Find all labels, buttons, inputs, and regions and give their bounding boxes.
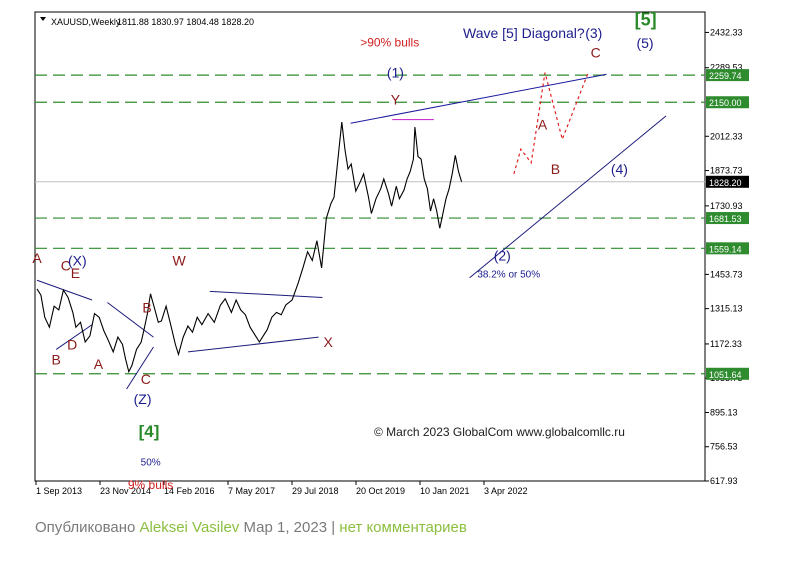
wave-label: (Z) xyxy=(134,391,152,407)
level-label: 1681.53 xyxy=(709,214,742,224)
current-price-tag xyxy=(706,175,749,188)
x-tick-label: 20 Oct 2019 xyxy=(356,486,405,496)
level-tag xyxy=(706,367,749,380)
wave-label: B xyxy=(142,299,151,315)
wave-label: Y xyxy=(391,92,401,108)
x-tick-label: 10 Jan 2021 xyxy=(420,486,470,496)
trend-line xyxy=(55,324,93,350)
comments-link[interactable]: нет комментариев xyxy=(339,519,467,536)
level-label: 2150.00 xyxy=(709,98,742,108)
ohlc-values: 1811.88 1830.97 1804.48 1828.20 xyxy=(117,17,254,27)
wave-label: B xyxy=(551,161,560,177)
y-tick-label: 895.13 xyxy=(710,407,738,417)
x-tick-label: 14 Feb 2016 xyxy=(164,486,215,496)
y-tick-label: 1730.93 xyxy=(710,201,743,211)
wave-label: (2) xyxy=(494,247,511,263)
level-tag xyxy=(706,242,749,255)
trend-line xyxy=(469,115,667,279)
wave-label: (5) xyxy=(636,35,653,51)
collapse-arrow-icon[interactable] xyxy=(40,17,46,21)
wave-label: [4] xyxy=(139,422,160,441)
trend-line xyxy=(126,346,154,390)
trend-line xyxy=(209,290,323,299)
wave-label: X xyxy=(324,334,334,350)
chart-title: Wave [5] Diagonal? xyxy=(463,25,585,41)
post-meta: Опубликовано Aleksei Vasilev Мар 1, 2023… xyxy=(35,519,467,536)
y-tick-label: 617.93 xyxy=(710,476,738,486)
y-tick-label: 756.53 xyxy=(710,442,738,452)
pct-annotation: 50% xyxy=(141,458,161,469)
wave-label: E xyxy=(71,265,80,281)
wave-label: A xyxy=(538,116,548,132)
price-series xyxy=(36,121,463,374)
y-tick-label: 1453.73 xyxy=(710,269,743,279)
trend-line xyxy=(107,302,154,338)
y-tick-label: 2432.33 xyxy=(710,27,743,37)
y-tick-label: 2012.33 xyxy=(710,131,743,141)
x-tick-label: 7 May 2017 xyxy=(228,486,275,496)
level-tag xyxy=(706,212,749,225)
wave-label: B xyxy=(52,351,61,367)
level-tag xyxy=(706,96,749,109)
x-tick-label: 1 Sep 2013 xyxy=(36,486,82,496)
current-price-label: 1828.20 xyxy=(709,178,742,188)
level-label: 2259.74 xyxy=(709,71,742,81)
chart-panel: XAUUSD,Weekly 1811.88 1830.97 1804.48 182… xyxy=(32,10,749,496)
copyright-text: © March 2023 GlobalCom www.globalcomllc.… xyxy=(374,425,625,439)
wave-label: A xyxy=(94,356,104,372)
wave-label: (1) xyxy=(387,65,404,81)
wave-label: (3) xyxy=(585,25,602,41)
y-tick-label: 1873.73 xyxy=(710,166,743,176)
wave-label: C xyxy=(141,371,151,387)
wave-label: W xyxy=(172,252,186,268)
post-date: Мар 1, 2023 xyxy=(243,519,328,536)
wave-label: (X) xyxy=(68,252,87,268)
wave-label: (4) xyxy=(611,161,628,177)
plot-frame xyxy=(34,11,706,482)
meta-separator: | xyxy=(331,519,336,536)
y-tick-label: 2289.53 xyxy=(710,63,743,73)
y-tick-label: 1172.33 xyxy=(710,339,742,349)
wave-label: [5] xyxy=(635,10,657,30)
level-label: 1051.64 xyxy=(709,370,742,380)
wave-label: A xyxy=(32,250,42,266)
level-tag xyxy=(706,69,749,82)
wave-label: C xyxy=(61,257,71,273)
wave-label: D xyxy=(67,336,77,352)
trend-line xyxy=(187,336,319,353)
trend-line xyxy=(350,73,607,124)
trend-line xyxy=(36,279,93,301)
author-link[interactable]: Aleksei Vasilev xyxy=(139,519,240,536)
level-label: 1559.14 xyxy=(709,244,742,254)
published-label: Опубликовано xyxy=(35,519,136,536)
wave-label: C xyxy=(591,45,601,61)
symbol-label: XAUUSD,Weekly xyxy=(51,17,121,27)
x-tick-label: 23 Nov 2014 xyxy=(100,486,151,496)
retracement-annotation: 38.2% or 50% xyxy=(477,269,540,280)
bulls-top-annotation: >90% bulls xyxy=(360,36,419,50)
bulls-bottom-annotation: 9% bulls xyxy=(128,478,173,492)
x-tick-label: 3 Apr 2022 xyxy=(484,486,528,496)
y-tick-label: 1315.13 xyxy=(710,304,743,314)
x-tick-label: 29 Jul 2018 xyxy=(292,486,339,496)
